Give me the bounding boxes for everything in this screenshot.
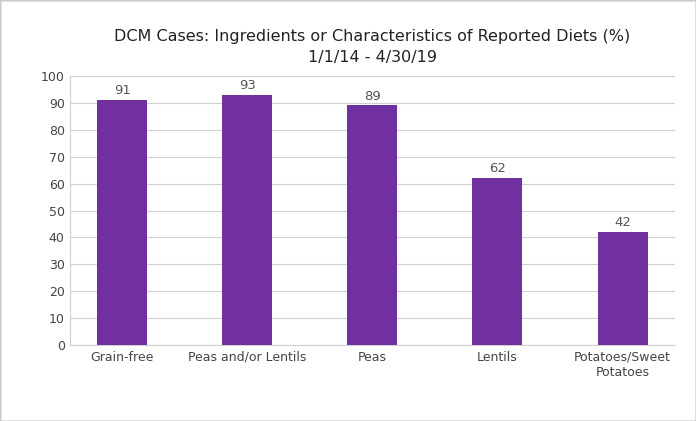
Bar <box>97 100 147 345</box>
Bar <box>598 232 647 345</box>
Text: 89: 89 <box>364 90 381 103</box>
Bar <box>473 178 523 345</box>
Text: 42: 42 <box>614 216 631 229</box>
Text: 91: 91 <box>113 84 131 97</box>
Text: 62: 62 <box>489 163 506 176</box>
Text: 93: 93 <box>239 79 255 92</box>
Bar <box>347 105 397 345</box>
Title: DCM Cases: Ingredients or Characteristics of Reported Diets (%)
1/1/14 - 4/30/19: DCM Cases: Ingredients or Characteristic… <box>114 29 631 65</box>
Bar <box>222 95 272 345</box>
